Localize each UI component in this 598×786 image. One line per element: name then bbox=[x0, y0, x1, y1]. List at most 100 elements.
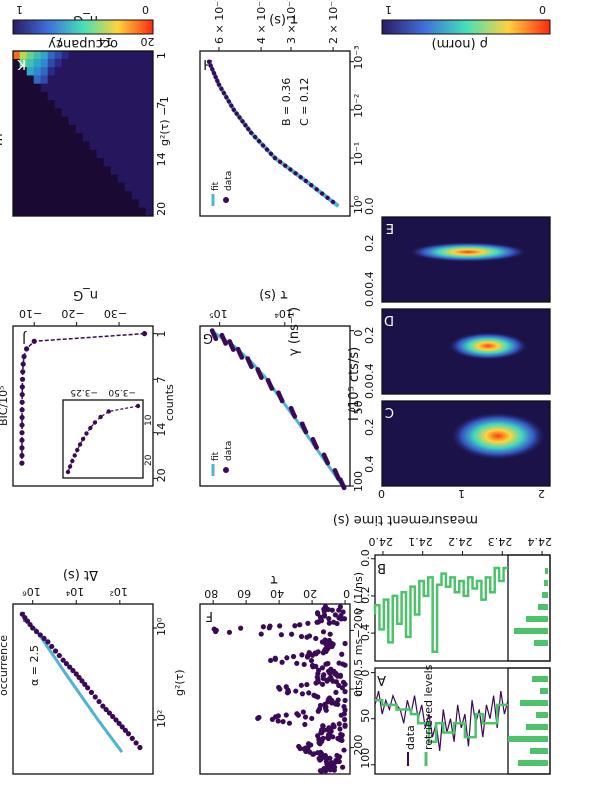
panel-k-cell bbox=[26, 116, 34, 126]
panel-k-cell bbox=[47, 116, 55, 126]
h-legend-data-swatch bbox=[223, 197, 229, 203]
panel-h-legend: fit data bbox=[211, 171, 234, 206]
panel-j-ticks: 1 7 14 20 −30 −20 −10 10 20 −3.50 −3.25 bbox=[19, 307, 168, 482]
panel-k-cell bbox=[68, 91, 76, 101]
panel-h-point bbox=[210, 67, 215, 72]
panel-k-cell bbox=[117, 116, 125, 126]
panel-j-line bbox=[21, 332, 145, 464]
panel-k-cell bbox=[117, 75, 125, 84]
panel-i-point bbox=[137, 744, 143, 751]
panel-i-point bbox=[103, 706, 109, 713]
panel-j-ytick-label: −30 bbox=[104, 307, 127, 320]
panel-k-cell bbox=[75, 83, 83, 93]
panel-k-cell bbox=[54, 50, 62, 60]
panel-f-points bbox=[211, 603, 348, 774]
panel-k-cell bbox=[40, 182, 48, 192]
panel-k-cell bbox=[89, 141, 97, 150]
panel-k-cell bbox=[26, 182, 34, 192]
panel-f-point bbox=[290, 653, 297, 660]
panel-k-cell bbox=[124, 108, 132, 117]
panel-k-cell bbox=[75, 199, 83, 208]
panel-b-hist-bar bbox=[534, 640, 548, 646]
panel-b-hist-bar bbox=[545, 568, 548, 574]
panel-k-cell bbox=[12, 58, 20, 68]
panel-k-cell bbox=[68, 50, 76, 60]
panel-g-label: G bbox=[203, 330, 213, 345]
panel-k-cell bbox=[47, 133, 55, 142]
panel-k-cell bbox=[124, 67, 132, 76]
panel-k-cell bbox=[89, 108, 97, 117]
panel-k-cell bbox=[68, 157, 76, 167]
panel-k-cell bbox=[12, 133, 20, 142]
panel-f-point bbox=[325, 735, 332, 742]
panel-k-cell bbox=[89, 100, 97, 109]
panel-k-cell bbox=[96, 182, 104, 192]
panel-k-cell bbox=[96, 100, 104, 109]
panel-h-point bbox=[206, 59, 212, 64]
panel-k-cell bbox=[33, 50, 41, 60]
panel-k-cell bbox=[54, 91, 62, 101]
panel-f-point bbox=[320, 675, 326, 681]
panel-f-xtick-label: 0 bbox=[352, 690, 365, 697]
panel-f-ytick-label: 80 bbox=[204, 587, 218, 600]
panel-k-cell bbox=[26, 50, 34, 60]
panel-j-ytick-label: −10 bbox=[19, 307, 42, 320]
panel-i-point bbox=[70, 667, 76, 674]
panel-k-cell bbox=[61, 174, 69, 183]
panel-k-cell bbox=[47, 149, 55, 159]
panel-f-xlabel: τ bbox=[270, 572, 278, 587]
panel-i-series bbox=[19, 611, 143, 753]
panel-k-cell bbox=[19, 133, 27, 142]
panel-k-cell bbox=[110, 149, 118, 159]
panel-k-cell bbox=[96, 157, 104, 167]
panel-k-xtick-label: 20 bbox=[155, 202, 168, 216]
panel-f-point bbox=[319, 665, 326, 671]
panel-k-cell bbox=[103, 75, 111, 84]
panel-k-cell bbox=[82, 108, 90, 117]
panel-i-point bbox=[88, 689, 95, 695]
panel-k-cell bbox=[47, 141, 55, 150]
panel-k-cell bbox=[33, 157, 41, 167]
panel-h-point bbox=[221, 90, 227, 96]
panel-k-cell bbox=[145, 108, 153, 117]
panel-k-cell bbox=[89, 67, 97, 76]
panel-h-xtick-label: 10⁻¹ bbox=[352, 142, 365, 166]
panel-f-xtick-label: 200 bbox=[352, 735, 365, 756]
panel-h-point bbox=[248, 130, 254, 136]
panel-h-point bbox=[325, 195, 330, 200]
panel-k-cell bbox=[61, 91, 69, 101]
panel-k-cell bbox=[40, 83, 48, 93]
panel-k-cell bbox=[68, 190, 76, 200]
panel-k-cell bbox=[40, 100, 48, 109]
panel-k-cell bbox=[54, 199, 62, 208]
panel-i-point bbox=[82, 681, 88, 687]
panel-k-cell bbox=[96, 166, 104, 175]
panel-k-xtick-label: 7 bbox=[155, 102, 168, 109]
panel-g-ytick-label: 10⁵ bbox=[209, 307, 227, 320]
panel-f-point bbox=[319, 681, 326, 687]
panel-k-cell bbox=[19, 190, 27, 200]
panel-h-point bbox=[256, 139, 262, 144]
panel-k-cell bbox=[47, 58, 55, 68]
panel-f-point bbox=[330, 734, 336, 740]
panel-k-cell bbox=[26, 100, 34, 109]
panel-f-point bbox=[292, 623, 298, 629]
panel-f-point bbox=[328, 669, 334, 676]
panel-j-inset-xtick-label: 10 bbox=[144, 414, 154, 426]
panel-k-cell bbox=[103, 149, 111, 159]
panel-k-cell bbox=[103, 207, 111, 216]
panel-k-cell bbox=[138, 67, 146, 76]
panel-k-cell bbox=[47, 91, 55, 101]
panel-k-cell bbox=[96, 199, 104, 208]
panel-f-point bbox=[315, 694, 321, 700]
panel-i-point bbox=[110, 713, 116, 720]
panel-k-cell bbox=[131, 141, 139, 150]
panel-k-cell bbox=[96, 133, 104, 142]
panel-b-hist-bar bbox=[514, 628, 548, 634]
panel-k-cell bbox=[26, 124, 34, 134]
panel-k-cell bbox=[61, 133, 69, 142]
panel-f-point bbox=[342, 723, 348, 729]
panel-f-point bbox=[333, 679, 339, 685]
